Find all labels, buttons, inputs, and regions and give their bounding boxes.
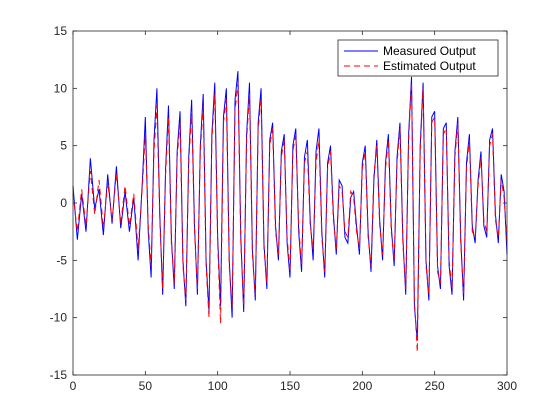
series-layer [72,71,508,353]
x-tick-label: 250 [425,379,445,393]
x-tick-label: 150 [280,379,300,393]
y-tick-label: -10 [50,311,68,325]
y-tick-label: 15 [54,24,68,38]
series-line-estimated-output [72,82,508,353]
x-tick-label: 50 [139,379,153,393]
legend-label: Estimated Output [383,59,476,73]
x-tick-label: 300 [497,379,517,393]
y-tick-label: -15 [50,368,68,382]
axes-layer: 0 50 100 150 200 250 300 -15 -10 -5 0 5 10 15 [50,24,518,393]
y-tick-label: -5 [56,253,67,267]
x-tick-label: 0 [70,379,77,393]
x-tick-label: 200 [352,379,372,393]
legend-label: Measured Output [383,44,476,58]
x-tick-label: 100 [208,379,228,393]
y-tick-label: 0 [60,196,67,210]
y-tick-label: 5 [60,139,67,153]
legend-box [337,39,499,77]
plot-background [73,31,507,375]
y-tick-label: 10 [54,81,68,95]
